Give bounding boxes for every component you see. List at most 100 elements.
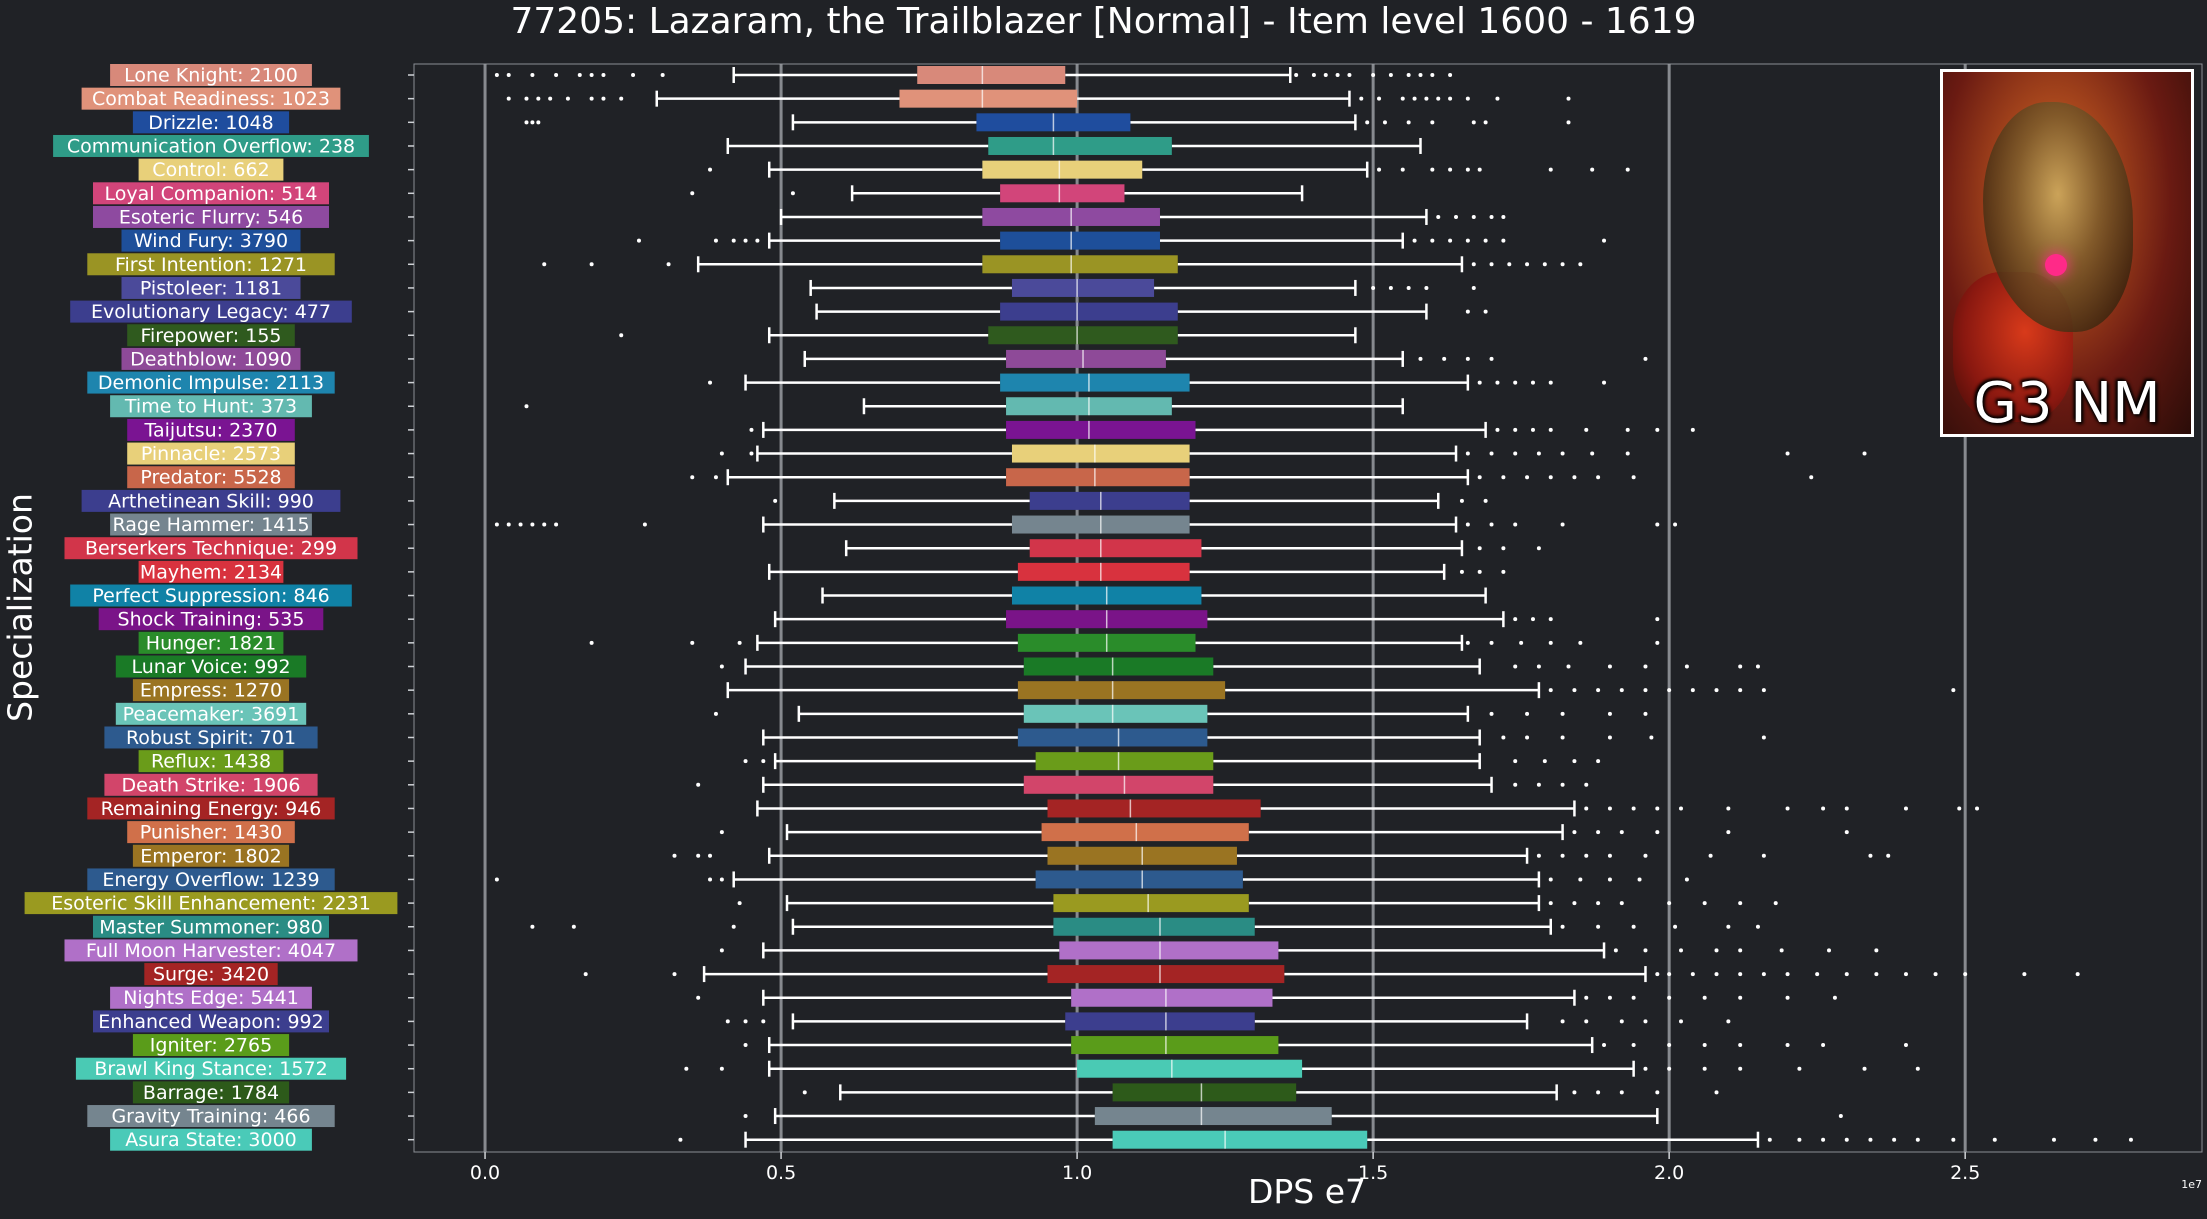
outlier-point	[749, 427, 754, 432]
outlier-point	[1560, 451, 1565, 456]
outlier-point	[1643, 356, 1648, 361]
outlier-point	[1525, 711, 1530, 716]
y-label-background	[138, 631, 284, 654]
outlier-point	[1513, 617, 1518, 622]
outlier-point	[1655, 617, 1660, 622]
y-label-background	[70, 300, 352, 323]
outlier-point	[1536, 853, 1541, 858]
difficulty-label: G3 NM	[1973, 371, 2161, 436]
outlier-point	[1459, 569, 1464, 574]
box	[1017, 562, 1190, 581]
outlier-point	[1785, 1043, 1790, 1048]
outlier-point	[1530, 617, 1535, 622]
outlier-point	[1607, 711, 1612, 716]
outlier-point	[749, 451, 754, 456]
outlier-point	[518, 522, 523, 527]
outlier-point	[2128, 1137, 2133, 1142]
outlier-point	[696, 995, 701, 1000]
x-tick-label: 0.5	[766, 1162, 796, 1184]
outlier-point	[524, 404, 529, 409]
outlier-point	[1406, 120, 1411, 125]
outlier-point	[1495, 380, 1500, 385]
outlier-point	[743, 238, 748, 243]
outlier-point	[1868, 853, 1873, 858]
outlier-point	[1548, 901, 1553, 906]
outlier-point	[790, 191, 795, 196]
outlier-point	[1471, 262, 1476, 267]
box	[1035, 752, 1214, 771]
outlier-point	[1607, 806, 1612, 811]
outlier-point	[1560, 262, 1565, 267]
outlier-point	[1667, 995, 1672, 1000]
box	[1011, 278, 1155, 297]
box	[1017, 728, 1208, 747]
chart-title: 77205: Lazaram, the Trailblazer [Normal]…	[510, 1, 1697, 42]
outlier-point	[1963, 972, 1968, 977]
outlier-point	[1548, 617, 1553, 622]
outlier-point	[2075, 972, 2080, 977]
outlier-point	[1548, 427, 1553, 432]
y-label-background	[70, 584, 352, 607]
box	[1000, 373, 1190, 392]
outlier-point	[1655, 427, 1660, 432]
outlier-point	[1406, 73, 1411, 77]
outlier-point	[589, 640, 594, 645]
outlier-point	[1424, 96, 1429, 101]
y-label-background	[87, 1105, 335, 1128]
box	[1029, 539, 1202, 558]
outlier-point	[1738, 995, 1743, 1000]
outlier-point	[1465, 309, 1470, 314]
outlier-point	[1607, 877, 1612, 882]
box	[1041, 823, 1249, 842]
outlier-point	[1761, 688, 1766, 693]
box	[1077, 1059, 1303, 1078]
outlier-point	[1471, 214, 1476, 219]
outlier-point	[1596, 924, 1601, 929]
outlier-point	[1785, 995, 1790, 1000]
outlier-point	[1542, 262, 1547, 267]
outlier-point	[1590, 167, 1595, 172]
outlier-point	[708, 380, 713, 385]
outlier-point	[1655, 522, 1660, 527]
outlier-point	[719, 830, 724, 835]
outlier-point	[1607, 735, 1612, 740]
outlier-point	[1761, 735, 1766, 740]
outlier-point	[1560, 924, 1565, 929]
outlier-point	[1436, 96, 1441, 101]
outlier-point	[1596, 759, 1601, 764]
outlier-point	[1584, 1019, 1589, 1024]
x-tick-label: 1.0	[1062, 1162, 1092, 1184]
outlier-point	[1377, 96, 1382, 101]
outlier-point	[1702, 901, 1707, 906]
outlier-point	[1454, 214, 1459, 219]
box	[1112, 1083, 1297, 1102]
outlier-point	[1430, 120, 1435, 125]
outlier-point	[1465, 167, 1470, 172]
y-tick-label: Firepower: 155	[140, 325, 281, 347]
outlier-point	[1673, 924, 1678, 929]
outlier-point	[1465, 356, 1470, 361]
outlier-point	[1590, 451, 1595, 456]
y-tick-label: Full Moon Harvester: 4047	[86, 940, 336, 962]
outlier-point	[743, 759, 748, 764]
outlier-point	[1471, 285, 1476, 290]
outlier-point	[1430, 73, 1435, 77]
outlier-point	[725, 1019, 730, 1024]
outlier-point	[761, 1019, 766, 1024]
outlier-point	[1400, 167, 1405, 172]
outlier-point	[2093, 1137, 2098, 1142]
y-label-background	[104, 726, 318, 749]
box	[988, 136, 1172, 155]
outlier-point	[1294, 73, 1299, 77]
outlier-point	[577, 73, 582, 77]
outlier-point	[737, 901, 742, 906]
box	[1059, 941, 1279, 960]
outlier-point	[1678, 806, 1683, 811]
outlier-point	[1844, 830, 1849, 835]
outlier-point	[1655, 806, 1660, 811]
box	[917, 66, 1066, 84]
y-tick-label: Demonic Impulse: 2113	[98, 372, 324, 394]
outlier-point	[1862, 1066, 1867, 1071]
y-label-background	[138, 158, 284, 181]
outlier-point	[1619, 1090, 1624, 1095]
